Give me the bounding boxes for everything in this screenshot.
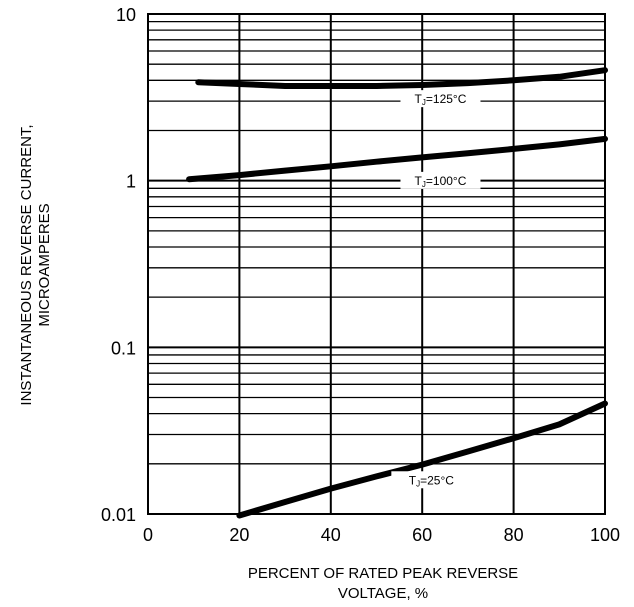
series-label-background [400, 90, 481, 108]
series-label-background [400, 171, 481, 189]
series-label-3: TJ=25°C [409, 473, 454, 488]
series-label-background [391, 471, 472, 489]
y-tick-label: 1 [126, 172, 136, 192]
x-tick-label: 100 [590, 525, 620, 545]
series-label-1: TJ=125°C [415, 92, 467, 107]
series-line-3 [236, 400, 608, 519]
series-layer [186, 67, 608, 519]
x-tick-label: 80 [504, 525, 524, 545]
series-line-2 [186, 135, 608, 183]
x-axis-tick-labels: 0 20 40 60 80 100 [143, 525, 620, 545]
y-axis-tick-labels: 0.01 0.1 1 10 [101, 5, 136, 525]
y-tick-label: 10 [116, 5, 136, 25]
series-labels: TJ=125°C TJ=100°C TJ=25°C [391, 90, 481, 489]
y-tick-label: 0.1 [111, 338, 136, 358]
x-axis-title-line-2: VOLTAGE, % [338, 585, 428, 602]
x-tick-label: 40 [321, 525, 341, 545]
plot-area-frame [147, 13, 606, 515]
y-axis-title-line-1: INSTANTANEOUS REVERSE CURRENT, [18, 124, 35, 405]
series-label-2: TJ=100°C [415, 174, 467, 189]
series-line-1 [195, 67, 608, 89]
x-tick-label: 0 [143, 525, 153, 545]
y-axis-title-line-2: MICROAMPERES [36, 203, 53, 326]
x-tick-label: 60 [412, 525, 432, 545]
y-tick-label: 0.01 [101, 505, 136, 525]
grid [148, 14, 605, 514]
x-tick-label: 20 [229, 525, 249, 545]
x-axis-title-line-1: PERCENT OF RATED PEAK REVERSE [248, 565, 518, 582]
